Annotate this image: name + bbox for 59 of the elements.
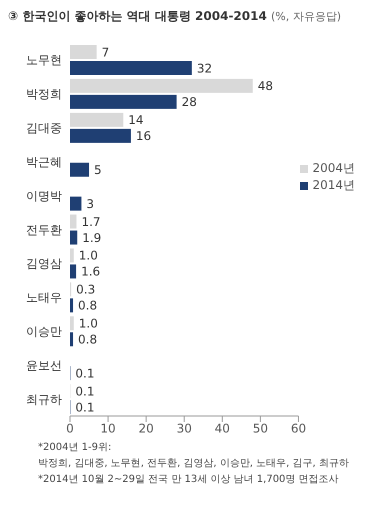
bar: [70, 298, 74, 312]
bar: [70, 45, 97, 59]
x-tick-label: 60: [290, 422, 306, 436]
y-tick-label: 노태우: [26, 290, 62, 305]
data-label: 1.0: [78, 316, 98, 331]
bar: [70, 128, 131, 143]
bar: [70, 112, 124, 127]
data-label: 0.3: [76, 282, 96, 297]
bar: [70, 316, 74, 330]
x-tick-label: 30: [176, 422, 192, 436]
y-tick-label: 박근혜: [26, 154, 62, 169]
y-tick-label: 김대중: [26, 121, 62, 136]
data-label: 7: [102, 45, 110, 60]
data-label: 1.7: [81, 214, 101, 229]
x-tick-label: 40: [214, 422, 230, 436]
y-tick-label: 박정희: [26, 87, 62, 102]
bar: [70, 196, 82, 211]
text: *2014년 10월 2~29일 전국 만 13세 이상 남녀 1,700명 면접조사: [38, 473, 340, 487]
bar: [70, 332, 74, 346]
y-tick-label: 김영삼: [26, 256, 62, 271]
data-label: 3: [86, 196, 94, 211]
data-label: 0.8: [78, 332, 98, 347]
y-tick-label: 최규하: [26, 392, 62, 406]
data-label: 32: [196, 61, 212, 76]
y-tick-label: 노무현: [26, 53, 62, 68]
chart-subtitle: (%, 자유응답): [271, 10, 342, 23]
data-label: 1.6: [81, 264, 100, 279]
bar: [70, 214, 76, 229]
bar: [70, 162, 90, 177]
legend-label: 2014년: [312, 178, 355, 192]
data-label: 28: [182, 95, 197, 110]
data-label: 0.1: [75, 366, 94, 380]
data-label: 1.0: [78, 248, 98, 263]
chart-title: ③ 한국인이 좋아하는 역대 대통령 2004-2014: [8, 9, 267, 23]
data-label: 5: [94, 162, 102, 177]
y-tick-label: 전두환: [26, 222, 62, 237]
x-tick-label: 20: [138, 422, 154, 436]
data-label: 0.1: [75, 400, 94, 414]
bar: [70, 94, 177, 109]
bar: [70, 61, 192, 75]
data-label: 0.1: [75, 384, 94, 398]
y-tick-label: 윤보선: [26, 358, 62, 372]
bar: [70, 264, 76, 278]
y-tick-label: 이승만: [26, 324, 62, 338]
data-label: 0.8: [78, 298, 98, 313]
text: 박정희, 김대중, 노무현, 전두환, 김영삼, 이승만, 노태우, 김구, 최규하: [38, 457, 350, 471]
data-label: 14: [128, 113, 144, 128]
data-label: 1.9: [82, 230, 102, 245]
bar: [70, 248, 74, 262]
legend-label: 2004년: [312, 161, 355, 175]
y-tick-label: 이명박: [26, 188, 62, 203]
x-tick-label: 50: [252, 422, 268, 436]
x-tick-label: 10: [100, 422, 116, 436]
bar: [70, 230, 78, 245]
x-tick-label: 0: [66, 422, 74, 436]
text: *2004년 1-9위:: [38, 441, 112, 455]
data-label: 48: [258, 79, 274, 94]
bar: [70, 78, 253, 93]
data-label: 16: [136, 129, 152, 144]
